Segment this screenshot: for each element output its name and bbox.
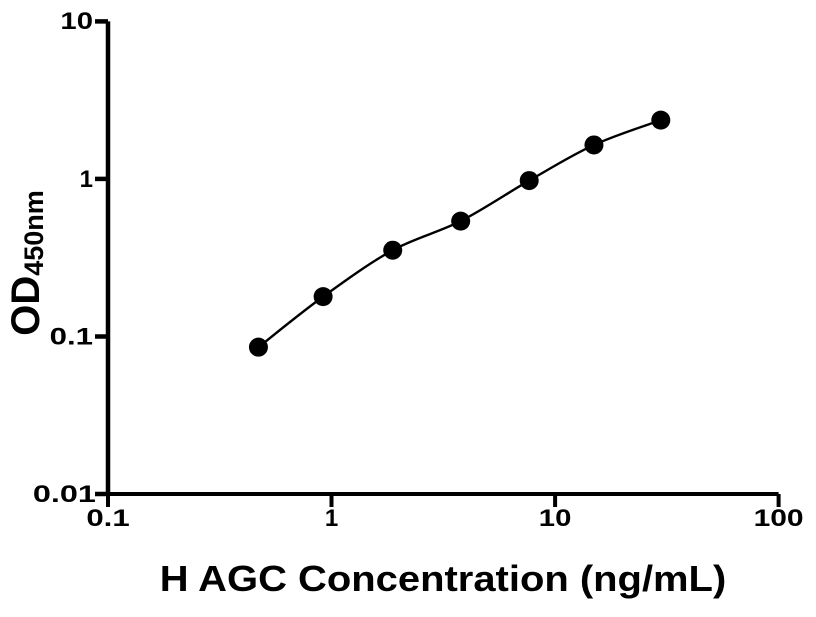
svg-text:10: 10	[60, 7, 93, 34]
svg-text:0.1: 0.1	[86, 504, 129, 531]
svg-text:1: 1	[325, 505, 338, 532]
svg-text:1: 1	[80, 166, 93, 193]
svg-text:H AGC Concentration (ng/mL): H AGC Concentration (ng/mL)	[160, 560, 727, 600]
svg-text:100: 100	[754, 504, 804, 531]
svg-text:10: 10	[539, 504, 572, 531]
svg-text:0.1: 0.1	[50, 323, 93, 350]
